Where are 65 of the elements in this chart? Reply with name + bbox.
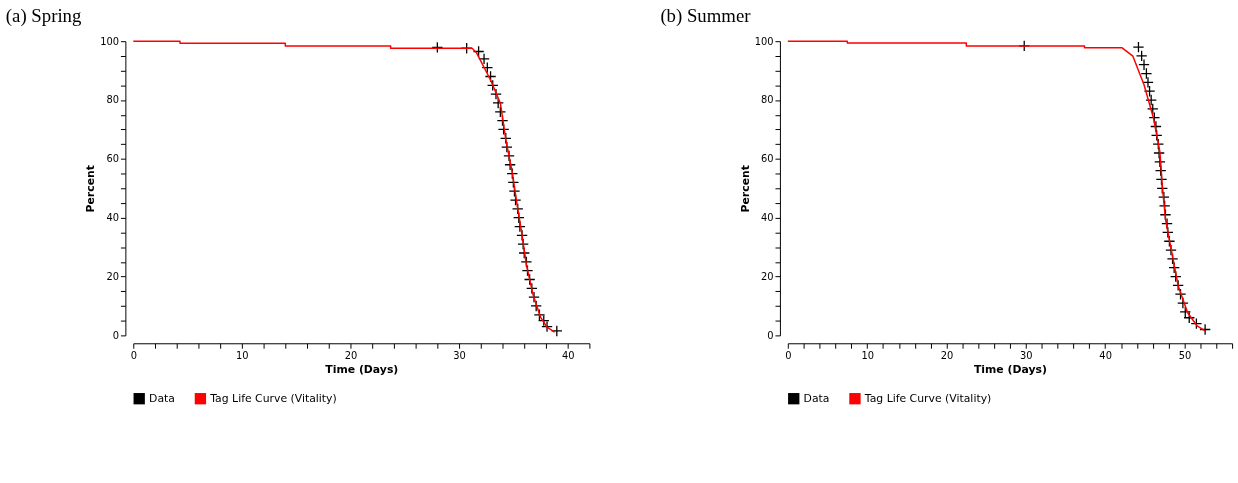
point: [1177, 297, 1189, 309]
point: [1142, 76, 1154, 89]
line-series: [787, 40, 1206, 332]
x-tick-label: 20: [344, 349, 358, 361]
chart-title: (b) Summer: [660, 5, 752, 28]
y-tick-label: 20: [760, 271, 774, 282]
point: [1174, 288, 1187, 301]
point: [1140, 67, 1153, 80]
point: [1165, 244, 1177, 256]
x-tick-label: 0: [785, 349, 792, 361]
y-tick-label: 100: [100, 35, 119, 47]
y-tick-label: 0: [767, 329, 774, 341]
point: [550, 325, 563, 337]
legend-label: Tag Life Curve (Vitality): [209, 391, 337, 405]
y-axis-title: Percent: [84, 165, 98, 213]
point: [1135, 50, 1148, 62]
point: [1146, 103, 1159, 115]
point: [481, 61, 494, 74]
point: [530, 300, 542, 312]
point: [521, 264, 534, 277]
point: [517, 238, 529, 250]
line-series: [132, 40, 556, 333]
y-axis-title: Percent: [738, 165, 752, 213]
point: [1154, 155, 1166, 168]
point: [1172, 279, 1184, 292]
point: [1153, 147, 1165, 159]
y-tick-label: 60: [760, 153, 774, 165]
x-tick-label: 20: [940, 349, 954, 361]
point: [1158, 191, 1170, 203]
point: [431, 41, 444, 54]
x-tick-label: 0: [130, 349, 137, 361]
x-tick-label: 40: [1099, 349, 1112, 361]
y-tick-label: 60: [106, 153, 119, 165]
y-tick-label: 100: [754, 35, 774, 47]
y-tick-label: 80: [106, 94, 119, 106]
x-tick-label: 10: [861, 349, 874, 361]
y-tick-label: 80: [760, 94, 774, 106]
x-axis-title: Time (Days): [325, 363, 399, 377]
y-tick-label: 20: [106, 271, 119, 282]
x-tick-label: 30: [453, 349, 466, 361]
point: [1132, 41, 1145, 53]
point: [490, 88, 502, 100]
x-tick-label: 10: [236, 349, 249, 361]
point: [516, 229, 528, 242]
chart-title: (a) Spring: [5, 5, 82, 28]
point: [503, 150, 515, 162]
y-tick-label: 40: [760, 212, 774, 224]
x-tick-label: 50: [1178, 349, 1192, 361]
point: [1143, 85, 1156, 98]
point: [1199, 323, 1211, 336]
point: [1145, 94, 1157, 106]
y-tick-label: 40: [106, 212, 119, 224]
point: [526, 282, 538, 295]
legend-label: Data: [149, 391, 175, 405]
legend-label: Tag Life Curve (Vitality): [863, 391, 992, 405]
point: [528, 291, 540, 303]
point: [1138, 58, 1150, 71]
point: [486, 79, 499, 92]
x-axis-title: Time (Days): [973, 363, 1047, 377]
x-tick-label: 40: [561, 349, 575, 361]
point: [1150, 120, 1162, 133]
point: [523, 273, 536, 286]
legend-label: Data: [803, 391, 830, 405]
y-tick-label: 0: [112, 329, 119, 341]
x-tick-label: 30: [1020, 349, 1033, 361]
